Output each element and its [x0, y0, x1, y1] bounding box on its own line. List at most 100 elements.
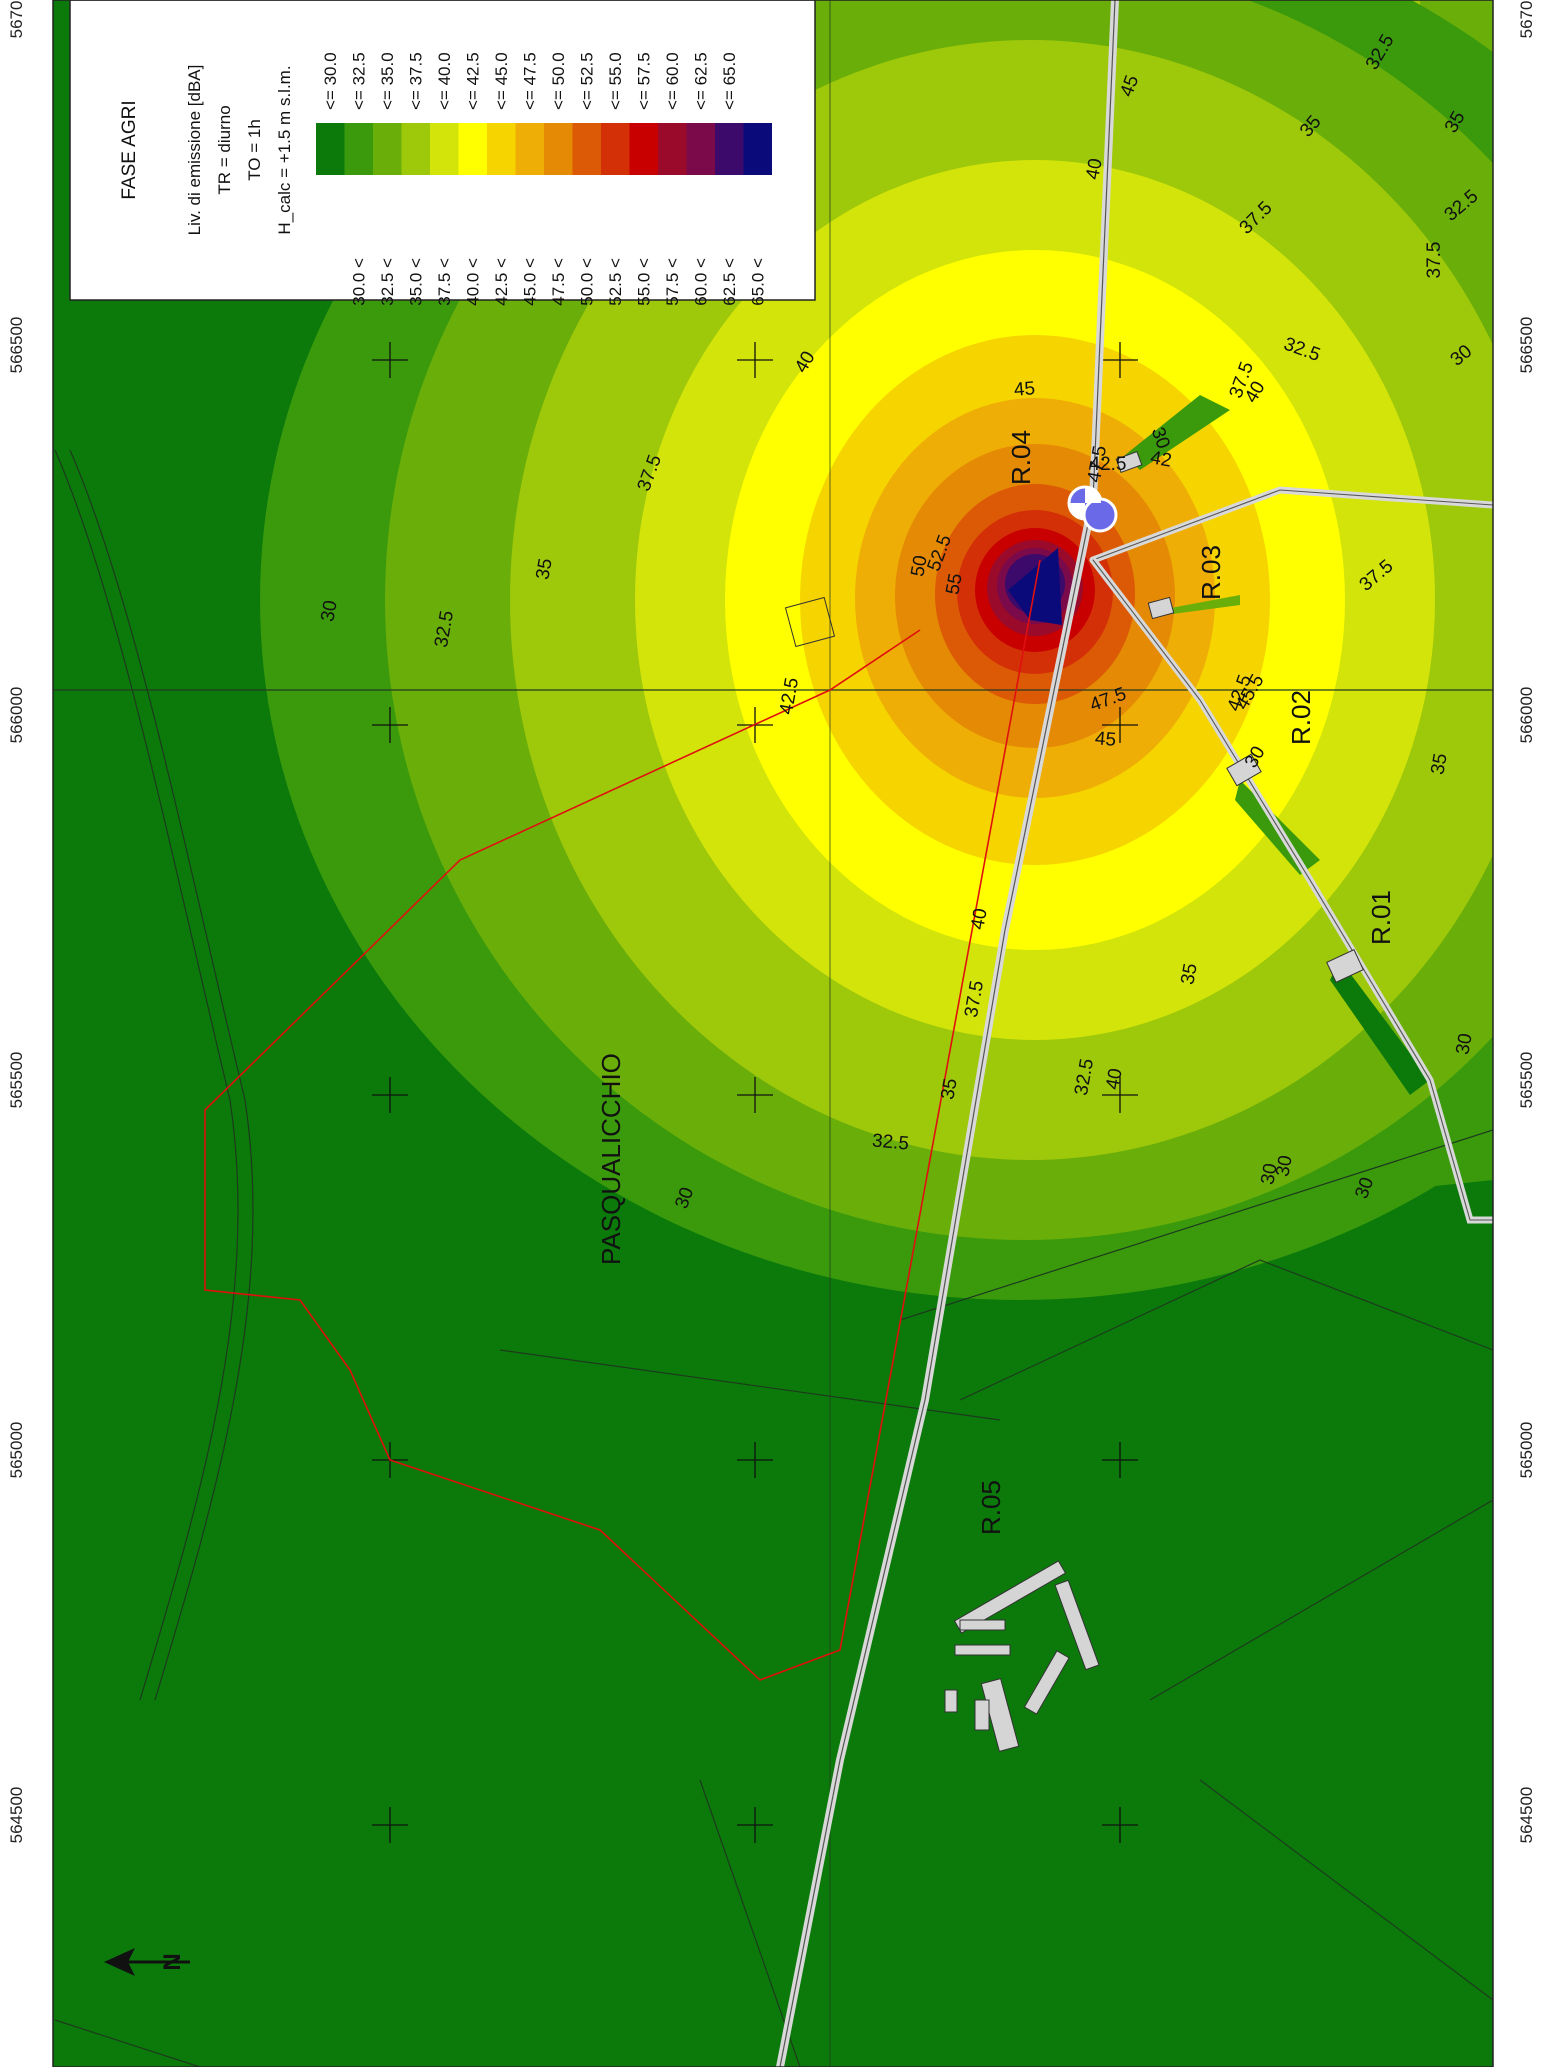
- legend-class-high: <= 62.5: [692, 52, 711, 110]
- legend-class-high: <= 35.0: [378, 52, 397, 110]
- axis-right-tick: 566000: [1517, 687, 1536, 744]
- grid-crosses: [372, 342, 1138, 1843]
- contour-label: 50: [907, 554, 931, 578]
- legend-line-4: H_calc = +1.5 m s.l.m.: [275, 65, 294, 234]
- legend-line-3: TO = 1h: [245, 119, 264, 181]
- legend-line-1: Liv. di emissione [dBA]: [185, 65, 204, 236]
- legend-classes: <= 30.0 30.0 < <= 32.5 32.5 < <= 35.0 35.0 < <…: [316, 52, 772, 306]
- contour-label: 42.5: [1090, 454, 1127, 475]
- legend-class-low: 32.5 <: [378, 258, 397, 306]
- receptor-label-r01: R.01: [1366, 890, 1396, 945]
- grid-cross: [372, 1807, 408, 1843]
- contour-label: 35: [1427, 752, 1451, 776]
- grid-cross: [737, 1442, 773, 1478]
- legend-swatch: [458, 123, 487, 175]
- legend-class-low: 50.0 <: [578, 258, 597, 306]
- locality-label: PASQUALICCHIO: [596, 1053, 626, 1265]
- legend-class-low: 60.0 <: [692, 258, 711, 306]
- legend-class-high: <= 50.0: [549, 52, 568, 110]
- contour-label: 55: [942, 572, 966, 596]
- contour-label: 35: [937, 1077, 961, 1101]
- axis-right-tick: 564500: [1517, 1787, 1536, 1844]
- legend-class-low: 30.0 <: [350, 258, 369, 306]
- grid-cross: [372, 1077, 408, 1113]
- legend-class-high: <= 57.5: [635, 52, 654, 110]
- legend-swatch: [373, 123, 402, 175]
- legend-swatch: [629, 123, 658, 175]
- legend-class-high: <= 30.0: [321, 52, 340, 110]
- axis-left-tick: 565500: [7, 1052, 26, 1109]
- axis-right-tick: 567000: [1517, 0, 1536, 38]
- receptor-label-r02: R.02: [1286, 690, 1316, 745]
- contour-label: 35: [1177, 962, 1201, 986]
- contour-label: 32.5: [871, 1130, 910, 1154]
- legend-title: FASE AGRI: [119, 100, 140, 199]
- grid-cross: [372, 342, 408, 378]
- contour-label: 30: [1452, 1032, 1476, 1056]
- roads: [776, 0, 1493, 2067]
- legend-line-2: TR = diurno: [215, 105, 234, 194]
- legend-class-low: 62.5 <: [720, 258, 739, 306]
- legend-swatch: [601, 123, 630, 175]
- legend-swatch: [316, 123, 345, 175]
- grid-cross: [737, 1077, 773, 1113]
- contour-label: 40: [967, 907, 991, 931]
- map-frame: [52, 0, 1494, 2067]
- axis-right-tick: 565000: [1517, 1422, 1536, 1479]
- legend-class-low: 65.0 <: [749, 258, 768, 306]
- axis-left-tick: 564500: [7, 1787, 26, 1844]
- legend-class-low: 52.5 <: [606, 258, 625, 306]
- grid-cross: [737, 342, 773, 378]
- contour-label: 30: [1272, 1154, 1296, 1178]
- legend-class-high: <= 32.5: [350, 52, 369, 110]
- contour-label: 40: [1102, 1067, 1126, 1091]
- legend-swatch: [715, 123, 744, 175]
- legend-swatch: [544, 123, 573, 175]
- receptor-label-r04: R.04: [1006, 430, 1036, 485]
- legend-class-high: <= 55.0: [606, 52, 625, 110]
- contour-label: 30: [1257, 1162, 1281, 1186]
- legend-class-low: 57.5 <: [663, 258, 682, 306]
- north-label: N: [159, 1953, 186, 1970]
- legend-swatch: [430, 123, 459, 175]
- legend-swatch: [487, 123, 516, 175]
- legend-class-low: 40.0 <: [464, 258, 483, 306]
- contour-label: 45: [1013, 378, 1036, 401]
- grid-cross: [1102, 342, 1138, 378]
- contour-label: 35: [532, 557, 556, 581]
- axis-right: 567000 566500 566000 565500 565000 564500: [1517, 0, 1536, 1843]
- legend-class-low: 42.5 <: [492, 258, 511, 306]
- legend-class-high: <= 60.0: [663, 52, 682, 110]
- legend-class-high: <= 37.5: [407, 52, 426, 110]
- grid-cross: [1102, 1442, 1138, 1478]
- legend-class-high: <= 45.0: [492, 52, 511, 110]
- grid-cross: [1102, 1077, 1138, 1113]
- legend-class-low: 55.0 <: [635, 258, 654, 306]
- grid-cross: [1102, 707, 1138, 743]
- grid-cross: [372, 707, 408, 743]
- axis-right-tick: 566500: [1517, 317, 1536, 374]
- contour-label: 45: [1094, 728, 1117, 751]
- legend-swatch: [344, 123, 373, 175]
- contour-label: 40: [1082, 157, 1106, 181]
- contour-label: 37.5: [1424, 242, 1445, 279]
- cable-route: [204, 559, 1041, 1681]
- receptor-label-r03: R.03: [1196, 545, 1226, 600]
- legend-class-low: 37.5 <: [435, 258, 454, 306]
- legend-swatch: [658, 123, 687, 175]
- receptor-label-r05: R.05: [976, 1480, 1006, 1535]
- legend-class-high: <= 40.0: [435, 52, 454, 110]
- buildings: [784, 451, 1364, 1753]
- legend-class-low: 35.0 <: [407, 258, 426, 306]
- grid-lines: [53, 0, 1493, 2067]
- legend-class-low: 45.0 <: [521, 258, 540, 306]
- legend: FASE AGRI Liv. di emissione [dBA] TR = d…: [69, 0, 816, 306]
- legend-class-high: <= 52.5: [578, 52, 597, 110]
- receptor-labels: R.01 R.02 R.03 R.04 R.05 PASQUALICCHIO: [596, 430, 1396, 1535]
- axis-right-tick: 565500: [1517, 1052, 1536, 1109]
- axis-left-tick: 566500: [7, 317, 26, 374]
- legend-class-low: 47.5 <: [549, 258, 568, 306]
- axis-left-tick: 565000: [7, 1422, 26, 1479]
